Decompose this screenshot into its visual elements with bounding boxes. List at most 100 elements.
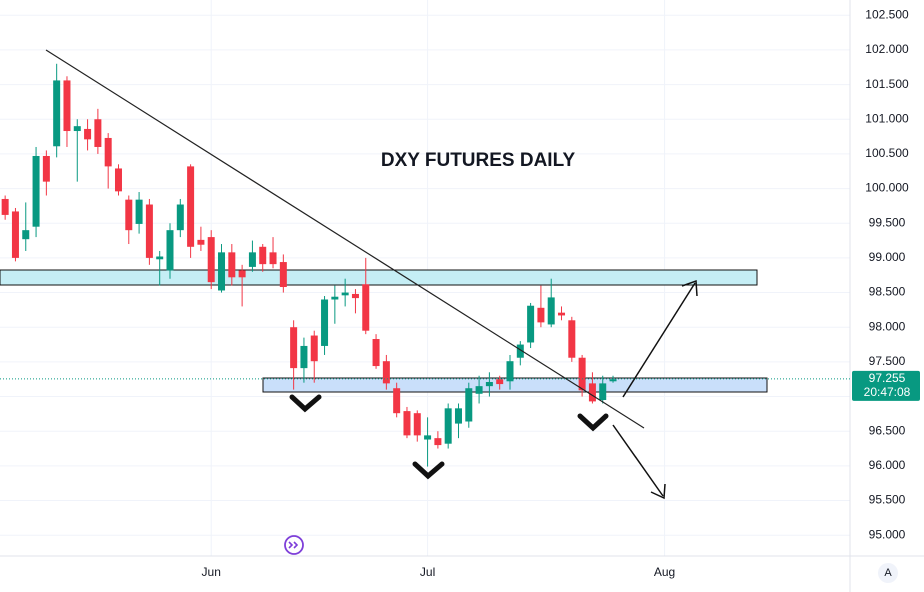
candle-body <box>228 252 236 278</box>
candle-body <box>310 335 318 362</box>
support-zone <box>262 377 768 393</box>
candle-body <box>485 381 493 387</box>
candle-body <box>269 252 277 265</box>
x-tick-label: Aug <box>654 565 675 579</box>
candle-body <box>218 252 226 291</box>
candle-body <box>516 344 524 358</box>
candle-body <box>558 312 566 316</box>
x-tick-label: Jun <box>202 565 221 579</box>
auto-scale-label: A <box>884 567 892 579</box>
y-tick-label: 95.500 <box>869 493 906 507</box>
candle-body <box>11 211 19 258</box>
candle-body <box>176 204 184 231</box>
arrow-up <box>622 282 696 398</box>
candle-body <box>114 168 122 192</box>
resistance-zone <box>0 269 758 286</box>
v-mark <box>289 394 322 413</box>
arrow-head <box>650 483 666 500</box>
candle-body <box>279 262 287 288</box>
y-tick-label: 99.000 <box>869 250 906 264</box>
candle-body <box>125 199 133 231</box>
candle-body <box>609 379 617 382</box>
auto-scale-button[interactable] <box>878 563 898 583</box>
events-icon[interactable] <box>284 535 304 555</box>
arrow-down <box>612 424 664 497</box>
candle-body <box>537 307 545 323</box>
trend-line <box>45 49 645 429</box>
candle-body <box>207 237 215 283</box>
candle-body <box>73 126 81 132</box>
candle-body <box>1 198 9 215</box>
candle-body <box>434 438 442 446</box>
candle-body <box>53 80 61 147</box>
last-price-label: 97.255 <box>869 371 906 385</box>
y-tick-label: 97.500 <box>869 354 906 368</box>
candle-body <box>187 166 195 247</box>
candle-body <box>413 413 421 436</box>
chart-title: DXY FUTURES DAILY <box>381 150 576 171</box>
double-bottom-marks <box>289 394 609 480</box>
candle-body <box>84 128 92 140</box>
candle-body <box>197 239 205 245</box>
candle-body <box>475 386 483 394</box>
y-tick-label: 96.000 <box>869 458 906 472</box>
candle-body <box>166 230 174 271</box>
candle-body <box>156 256 164 260</box>
candle-body <box>104 137 112 167</box>
candle-body <box>238 270 246 278</box>
candle-body <box>290 327 298 369</box>
x-tick-label: Jul <box>420 565 435 579</box>
y-tick-label: 96.500 <box>869 423 906 437</box>
v-mark <box>577 413 609 432</box>
y-tick-label: 98.000 <box>869 319 906 333</box>
candle-body <box>578 357 586 391</box>
candle-body <box>506 361 514 382</box>
y-tick-label: 100.500 <box>865 146 909 160</box>
candle-body <box>588 383 596 402</box>
arrows <box>612 279 698 500</box>
candle-body <box>32 155 40 227</box>
candle-body <box>382 361 390 384</box>
candle-body <box>351 293 359 299</box>
y-tick-label: 99.500 <box>869 215 906 229</box>
candle-body <box>547 297 555 325</box>
y-tick-label: 102.500 <box>865 7 909 21</box>
candle-body <box>248 252 256 267</box>
candle-body <box>424 435 432 440</box>
candle-body <box>63 80 71 132</box>
last-price-box <box>852 370 920 401</box>
candle-body <box>362 284 370 331</box>
candle-body <box>145 204 153 258</box>
arrow-head <box>681 279 698 297</box>
candle-body <box>341 292 349 296</box>
candle-body <box>372 339 380 367</box>
candle-body <box>527 305 535 343</box>
candle-body <box>393 388 401 414</box>
candle-body <box>454 408 462 424</box>
y-tick-label: 102.000 <box>865 42 909 56</box>
candle-body <box>568 320 576 358</box>
candle-body <box>300 345 308 369</box>
candle-body <box>599 383 607 401</box>
candle-body <box>496 379 504 385</box>
countdown-label: 20:47:08 <box>864 385 911 399</box>
candle-body <box>331 296 339 300</box>
candle-body <box>259 246 267 265</box>
candle-body <box>321 299 329 346</box>
candle-body <box>135 199 143 224</box>
candle-body <box>403 411 411 436</box>
y-tick-label: 100.000 <box>865 181 909 195</box>
candle-body <box>22 230 30 240</box>
y-tick-label: 98.500 <box>869 285 906 299</box>
y-tick-label: 101.500 <box>865 77 909 91</box>
v-mark <box>412 461 445 480</box>
candle-body <box>465 388 473 422</box>
y-tick-label: 101.000 <box>865 111 909 125</box>
candle-body <box>42 155 50 182</box>
y-tick-label: 95.000 <box>869 527 906 541</box>
candle-body <box>444 408 452 444</box>
candles <box>1 63 617 467</box>
events-icon-glyph <box>288 541 299 549</box>
